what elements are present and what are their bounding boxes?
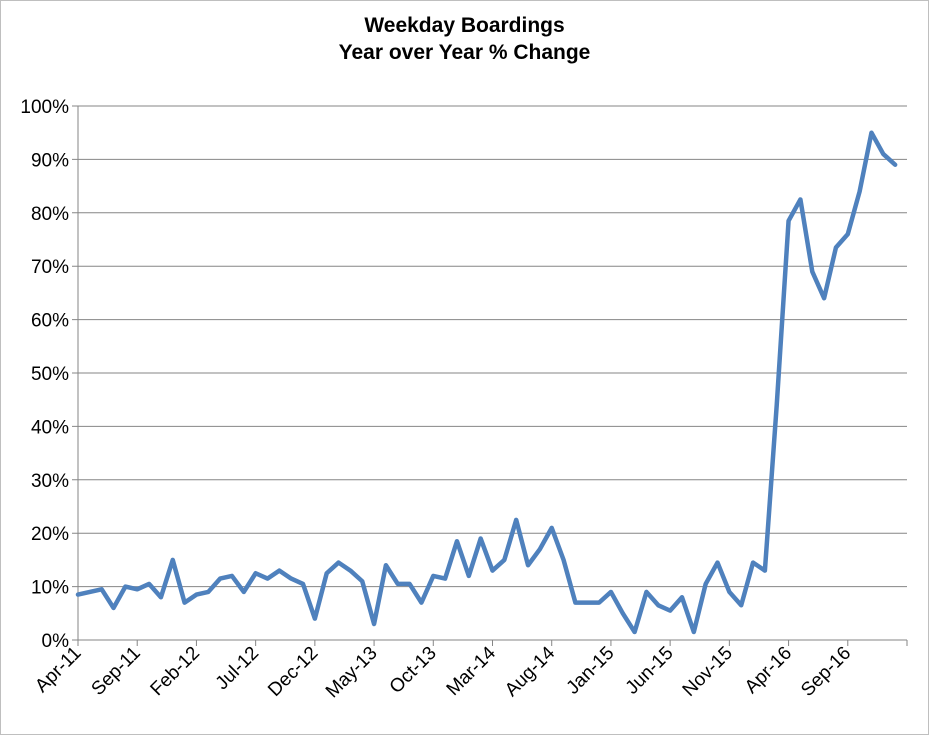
chart-subtitle: Year over Year % Change [338, 41, 591, 64]
y-tick-label: 70% [31, 257, 69, 278]
x-tick-label: Jan-15 [563, 643, 619, 699]
y-tick-label: 50% [31, 364, 69, 385]
y-tick-label: 10% [31, 578, 69, 599]
x-tick-label: Jun-15 [622, 643, 678, 699]
y-axis: 0% 10% 20% 30% 40% 50% 60% 70% 80% 90% 100% [20, 97, 79, 652]
y-tick-label: 80% [31, 204, 69, 225]
x-tick-label: Dec-12 [264, 643, 322, 701]
y-tick-label: 0% [42, 631, 70, 652]
x-tick-label: Sep-16 [797, 643, 855, 701]
x-tick-label: Nov-15 [679, 643, 737, 701]
series-line [75, 130, 898, 635]
series-layer [75, 130, 898, 635]
y-tick-label: 90% [31, 150, 69, 171]
y-tick-label: 60% [31, 311, 69, 332]
x-tick-label: Mar-14 [443, 642, 501, 700]
x-axis: Apr-11 Sep-11 Feb-12 Jul-12 Dec-12 May-13 Oct-… [31, 639, 908, 703]
x-tick-label: Jul-12 [212, 643, 263, 694]
y-tick-label: 40% [31, 417, 69, 438]
x-tick-label: Feb-12 [147, 643, 204, 700]
gridlines [72, 105, 907, 641]
y-tick-label: 20% [31, 524, 69, 545]
chart-title-block: Weekday Boardings Year over Year % Chang… [0, 12, 929, 66]
y-tick-label: 100% [20, 97, 69, 118]
x-tick-label: Aug-14 [501, 642, 559, 700]
chart-title: Weekday Boardings [364, 14, 565, 37]
x-tick-label: Oct-13 [386, 643, 441, 698]
x-tick-label: May-13 [322, 643, 382, 703]
x-tick-label: Sep-11 [88, 643, 145, 700]
y-tick-label: 30% [31, 471, 69, 492]
x-tick-label: Apr-16 [741, 643, 796, 698]
